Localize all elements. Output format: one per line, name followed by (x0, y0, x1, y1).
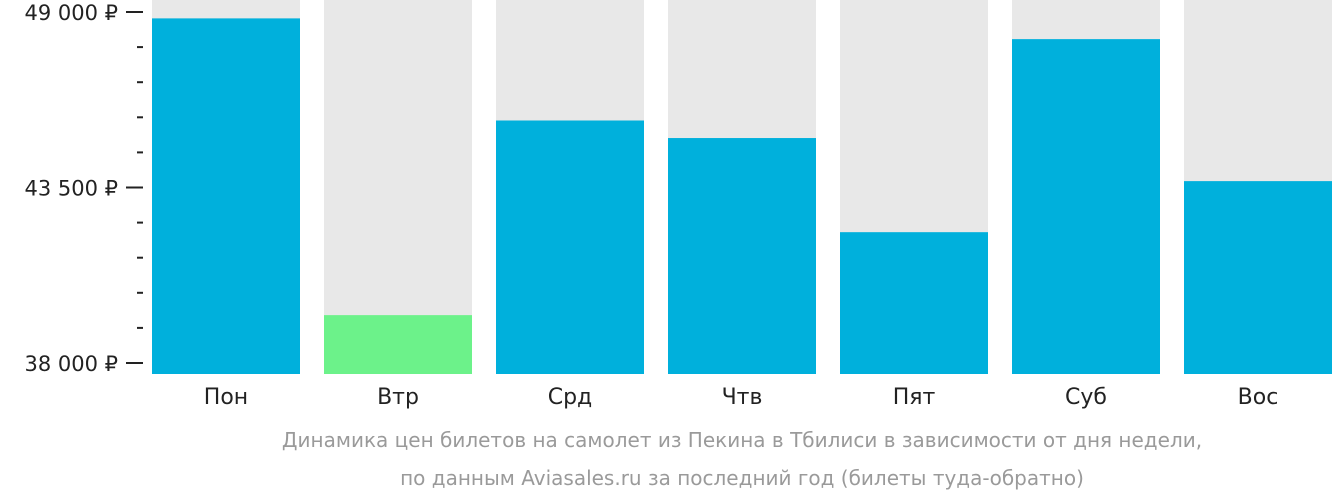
bar-5 (1012, 39, 1160, 374)
bar-0 (152, 18, 300, 375)
bar-track-1 (324, 0, 472, 374)
chart-caption-line-1: Динамика цен билетов на самолет из Пекин… (281, 428, 1203, 452)
y-tick-label-2: 38 000 ₽ (24, 352, 118, 376)
x-tick-label-5: Суб (1065, 385, 1107, 410)
price-by-weekday-chart: Пон Втр Срд Чтв Пят Суб Вос 49 000 ₽ 43 500 ₽ 38 … (24, 0, 1332, 410)
y-tick-label-0: 49 000 ₽ (24, 1, 118, 25)
x-tick-label-6: Вос (1238, 385, 1279, 410)
bar-6 (1184, 181, 1332, 374)
chart-caption-line-2: по данным Aviasales.ru за последний год … (400, 466, 1084, 490)
x-tick-label-4: Пят (893, 385, 936, 410)
y-tick-label-1: 43 500 ₽ (24, 177, 118, 201)
bar-3 (668, 138, 816, 374)
bar-1 (324, 315, 472, 374)
x-tick-label-1: Втр (377, 385, 419, 410)
bar-2 (496, 120, 644, 374)
bar-4 (840, 232, 988, 374)
x-tick-label-0: Пон (204, 385, 248, 410)
x-tick-label-2: Срд (548, 385, 593, 410)
x-tick-label-3: Чтв (722, 385, 763, 410)
